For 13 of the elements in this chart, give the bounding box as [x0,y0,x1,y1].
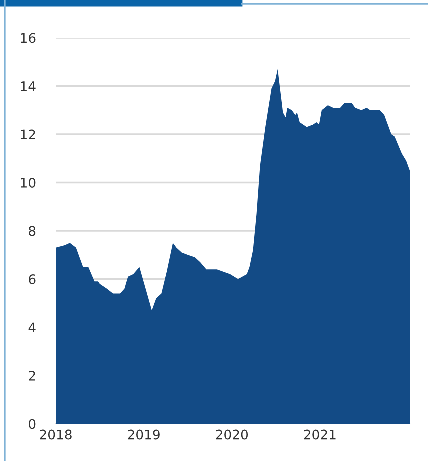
x-tick-label: 2020 [216,430,248,440]
y-tick-label: 6 [29,274,36,284]
y-tick-label: 10 [21,178,36,188]
x-tick-label: 2018 [40,430,72,440]
y-tick-label: 16 [21,33,36,44]
x-tick-label: 2019 [128,430,160,440]
y-tick-label: 4 [28,322,36,333]
y-tick-label: 0 [29,419,36,430]
y-tick-label: 2 [29,370,36,381]
y-tick-label: 14 [21,82,36,92]
x-tick-label: 2021 [304,430,336,440]
y-tick-label: 12 [21,130,36,140]
y-tick-label: 8 [29,226,36,236]
